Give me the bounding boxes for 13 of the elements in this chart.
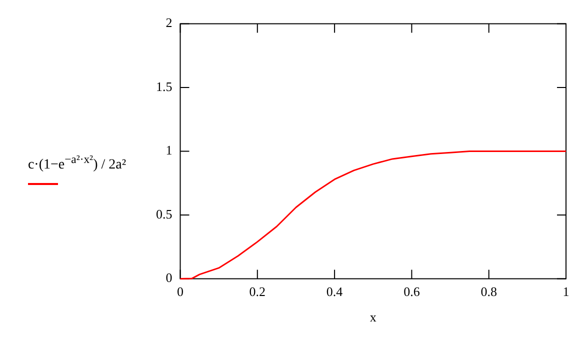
y-tick-label: 0.5 bbox=[156, 206, 172, 222]
x-tick-label: 0.8 bbox=[480, 284, 497, 300]
y-tick-label: 1 bbox=[166, 142, 172, 158]
x-tick-label: 1 bbox=[562, 284, 570, 300]
x-axis-title: x bbox=[370, 310, 377, 325]
x-tick-label: 0.6 bbox=[404, 284, 420, 300]
x-tick-label: 0 bbox=[177, 284, 184, 300]
y-tick-label: 0 bbox=[166, 270, 172, 286]
x-tick-label: 0.2 bbox=[249, 284, 266, 300]
x-tick-label: 0.4 bbox=[326, 284, 344, 300]
y-tick-label: 1.5 bbox=[156, 78, 172, 94]
y-tick-label: 2 bbox=[166, 15, 172, 30]
y-axis-title: c·(1−e$^{−a²·x²}$) / 2a² bbox=[26, 152, 128, 174]
